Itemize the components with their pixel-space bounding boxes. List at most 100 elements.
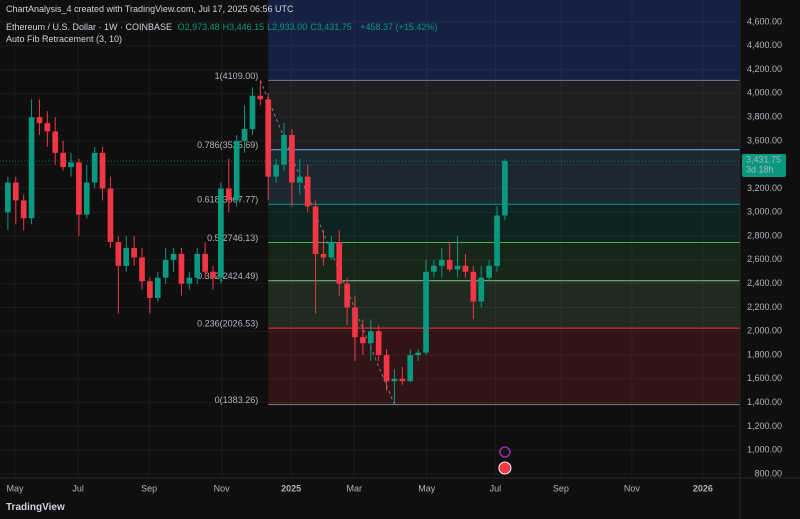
candle-body: [76, 162, 82, 215]
candle-body: [28, 117, 35, 219]
candle-body: [91, 152, 98, 183]
x-tick-label: Mar: [346, 483, 362, 493]
y-tick-label: 2,800.00: [747, 230, 782, 240]
x-tick-label: Sep: [141, 483, 157, 493]
candle-body: [289, 134, 295, 183]
fib-label: 0.786(3525.69): [197, 140, 258, 150]
candle-body: [186, 277, 193, 284]
event-icon: [499, 446, 511, 458]
price-tag: [742, 153, 786, 177]
candle-body: [162, 259, 169, 278]
candle-body: [154, 277, 161, 298]
candle-body: [281, 134, 287, 165]
candle-body: [107, 188, 114, 243]
fib-top-zone: [268, 0, 740, 81]
fib-label: 1(4109.00): [215, 71, 259, 81]
candle-body: [273, 164, 279, 177]
y-tick-label: 1,200.00: [747, 421, 782, 431]
fib-zone: [268, 242, 740, 281]
fib-zone: [268, 328, 740, 405]
candle-body: [178, 253, 185, 284]
candle-body: [115, 242, 122, 266]
candle-body: [68, 162, 74, 168]
y-tick-label: 800.00: [754, 468, 782, 478]
candle-body: [44, 123, 51, 132]
candle-body: [328, 242, 335, 258]
y-tick-label: 1,000.00: [747, 445, 782, 455]
countdown-label: 3d 18h: [746, 164, 774, 174]
fib-label: 0(1383.26): [215, 395, 259, 405]
fib-label: 0.382(2424.49): [197, 271, 258, 281]
candle-body: [139, 257, 145, 282]
price-tag-label: 3,431.75: [746, 154, 781, 164]
candle-body: [304, 176, 311, 207]
fib-trend: [259, 80, 395, 405]
x-tick-label: Sep: [553, 483, 569, 493]
candle-body: [36, 117, 43, 124]
candle-body: [233, 140, 240, 201]
candle-body: [446, 259, 453, 270]
candle-body: [225, 188, 232, 201]
candle-body: [52, 131, 59, 153]
y-tick-label: 3,200.00: [747, 183, 782, 193]
candle-body: [5, 182, 11, 213]
candle-body: [336, 242, 343, 284]
candle-body: [423, 271, 429, 353]
event-icon: [498, 461, 512, 475]
fib-label: 0.236(2026.53): [197, 318, 258, 328]
ohlc-value: O2,973.48: [177, 22, 220, 32]
candle-body: [265, 99, 272, 177]
candle-body: [367, 331, 374, 344]
y-tick-label: 3,000.00: [747, 207, 782, 217]
candle-body: [210, 271, 216, 278]
candle-body: [360, 337, 366, 344]
y-tick-label: 4,200.00: [747, 64, 782, 74]
x-tick-label: Jul: [490, 483, 502, 493]
candle-body: [296, 176, 303, 183]
candle-body: [320, 253, 327, 258]
y-tick-label: 4,000.00: [747, 88, 782, 98]
y-tick-label: 3,600.00: [747, 135, 782, 145]
candle-body: [470, 271, 477, 302]
candle-body: [218, 188, 224, 278]
y-tick-label: 2,600.00: [747, 254, 782, 264]
candle-body: [241, 129, 248, 141]
y-tick-label: 1,600.00: [747, 373, 782, 383]
candle-body: [415, 352, 421, 356]
symbol: Ethereum / U.S. Dollar · 1W · COINBASE: [6, 22, 173, 32]
candle-body: [462, 265, 469, 272]
x-tick-label: May: [418, 483, 436, 493]
ohlc-value: H3,446.15: [222, 22, 265, 32]
candle-body: [249, 95, 256, 130]
candle-body: [202, 253, 208, 272]
y-tick-label: 4,600.00: [747, 16, 782, 26]
candle-body: [494, 215, 500, 266]
candle-body: [375, 331, 382, 356]
fib-zone: [268, 80, 740, 150]
candle-body: [131, 247, 137, 258]
candle-body: [147, 281, 153, 298]
candle-body: [257, 95, 264, 100]
y-tick-label: 1,400.00: [747, 397, 782, 407]
candle-body: [407, 355, 414, 382]
x-tick-label: Jul: [72, 483, 84, 493]
caption: ChartAnalysis_4 created with TradingView…: [6, 4, 294, 14]
x-tick-label: Nov: [214, 483, 231, 493]
candle-body: [99, 152, 106, 189]
candle-body: [20, 200, 27, 219]
candle-body: [312, 206, 319, 254]
indicator-title: Auto Fib Retracement (3, 10): [6, 34, 123, 44]
candle-body: [502, 160, 508, 216]
legend: Ethereum / U.S. Dollar · 1W · COINBASE O…: [6, 22, 440, 32]
candle-body: [438, 259, 445, 266]
candle-body: [83, 182, 90, 215]
candle-body: [383, 355, 390, 382]
x-tick-label: 2026: [693, 483, 713, 493]
y-tick-label: 1,800.00: [747, 349, 782, 359]
y-tick-label: 3,800.00: [747, 112, 782, 122]
candle-body: [454, 265, 461, 270]
y-tick-label: 2,200.00: [747, 302, 782, 312]
candle-body: [12, 182, 19, 201]
